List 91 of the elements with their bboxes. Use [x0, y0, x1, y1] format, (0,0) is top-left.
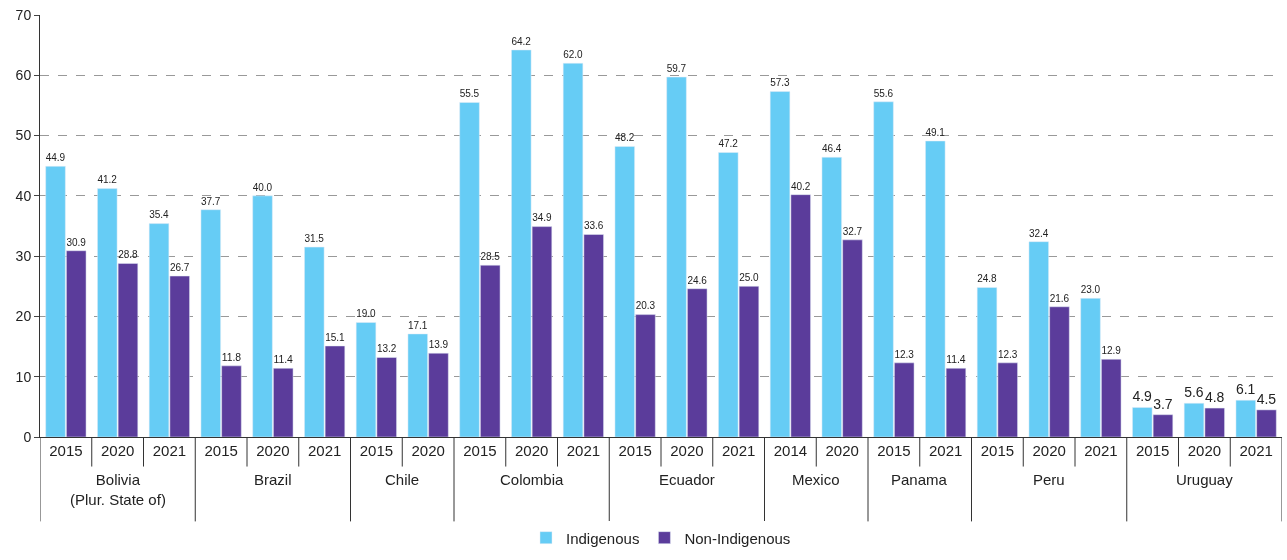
data-label: 5.6 — [1184, 384, 1204, 401]
category-label: 2015 — [49, 442, 83, 459]
category-label: 2020 — [1187, 442, 1222, 459]
category-label: Mexico — [792, 471, 840, 488]
data-label: 11.8 — [221, 351, 242, 363]
data-label: 11.4 — [273, 354, 294, 366]
category-label: Panama — [891, 471, 947, 488]
data-label: 40.2 — [790, 180, 811, 192]
data-label: 37.7 — [200, 195, 221, 207]
category-label: 2020 — [100, 442, 135, 459]
y-tick-label: 30 — [15, 248, 32, 265]
category-label: 2015 — [204, 442, 238, 459]
category-label: 2021 — [152, 442, 187, 459]
data-label: 26.7 — [169, 261, 190, 273]
category-label: 2021 — [566, 442, 601, 459]
data-label: 35.4 — [149, 209, 170, 221]
data-label: 13.9 — [428, 339, 449, 351]
data-label: 44.9 — [45, 152, 66, 164]
data-label: 31.5 — [304, 232, 325, 244]
data-label: 21.6 — [1049, 292, 1070, 304]
category-label: 2020 — [825, 442, 859, 459]
data-label: 11.4 — [946, 354, 966, 366]
data-label: 20.3 — [635, 300, 656, 312]
data-label: 25.0 — [739, 272, 760, 284]
data-label: 30.9 — [66, 236, 87, 248]
data-label: 55.5 — [459, 88, 480, 100]
y-tick-label: 60 — [15, 67, 32, 84]
data-label: 47.2 — [718, 138, 739, 150]
data-label: 4.8 — [1204, 389, 1225, 406]
data-label: 3.7 — [1153, 395, 1173, 412]
category-label: 2014 — [773, 442, 808, 459]
y-tick-label: 20 — [15, 308, 32, 325]
data-label: 48.2 — [614, 132, 635, 144]
category-label: 2020 — [1032, 442, 1066, 459]
category-label: 2015 — [1135, 442, 1170, 459]
data-label: 19.0 — [356, 308, 377, 320]
data-label: 24.8 — [977, 273, 998, 285]
data-label: 12.9 — [1101, 345, 1122, 357]
data-label: 23.0 — [1080, 284, 1101, 296]
category-label: Bolivia (Plur. State of) — [70, 471, 166, 508]
data-label: 4.5 — [1256, 390, 1277, 407]
category-label: 2015 — [359, 442, 394, 459]
y-tick-label: 10 — [15, 368, 32, 385]
y-tick-label: 70 — [15, 6, 32, 23]
category-label: 2021 — [307, 442, 342, 459]
data-label: 34.9 — [532, 212, 553, 224]
legend-label: Non-Indigenous — [684, 529, 791, 547]
data-label: 55.6 — [873, 87, 894, 99]
y-tick-label: 0 — [23, 428, 32, 445]
legend-label: Indigenous — [566, 529, 640, 547]
category-label: 2021 — [721, 442, 756, 459]
data-label: 28.5 — [480, 251, 501, 263]
data-label: 40.0 — [252, 181, 273, 193]
data-label: 49.1 — [925, 126, 946, 138]
data-label: 12.3 — [894, 348, 915, 360]
data-label: 4.9 — [1132, 388, 1153, 405]
data-label: 33.6 — [583, 220, 604, 232]
data-label: 15.1 — [325, 331, 346, 343]
data-label: 46.4 — [821, 143, 842, 155]
data-label: 24.6 — [687, 274, 708, 286]
y-tick-label: 40 — [15, 187, 32, 204]
data-label: 57.3 — [770, 77, 791, 89]
category-label: Brazil — [254, 471, 292, 488]
category-label: 2021 — [1239, 442, 1273, 459]
category-label: 2020 — [514, 442, 549, 459]
category-label: 2020 — [411, 442, 445, 459]
data-label: 62.0 — [563, 49, 584, 61]
data-label: 13.2 — [376, 343, 397, 355]
data-label: 32.7 — [842, 225, 863, 237]
category-label: Peru — [1033, 471, 1065, 488]
category-label: Uruguay — [1176, 471, 1233, 488]
category-label: 2015 — [877, 442, 911, 459]
category-label: 2021 — [1084, 442, 1118, 459]
category-label: 2020 — [670, 442, 704, 459]
data-label: 59.7 — [666, 62, 687, 74]
data-label: 28.8 — [118, 249, 139, 261]
data-label: 64.2 — [511, 35, 532, 47]
category-label: 2021 — [928, 442, 963, 459]
category-label: 2015 — [980, 442, 1015, 459]
y-tick-label: 50 — [15, 127, 32, 144]
category-label: 2020 — [256, 442, 290, 459]
data-label: 12.3 — [997, 348, 1018, 360]
data-label: 6.1 — [1235, 381, 1256, 398]
data-label: 32.4 — [1028, 227, 1049, 239]
data-label: 17.1 — [407, 319, 428, 331]
category-label: Ecuador — [659, 471, 715, 488]
category-label: 2015 — [463, 442, 497, 459]
category-label: Chile — [385, 471, 420, 488]
data-label: 41.2 — [97, 174, 118, 186]
category-label: 2015 — [618, 442, 652, 459]
category-label: Colombia — [500, 471, 564, 488]
